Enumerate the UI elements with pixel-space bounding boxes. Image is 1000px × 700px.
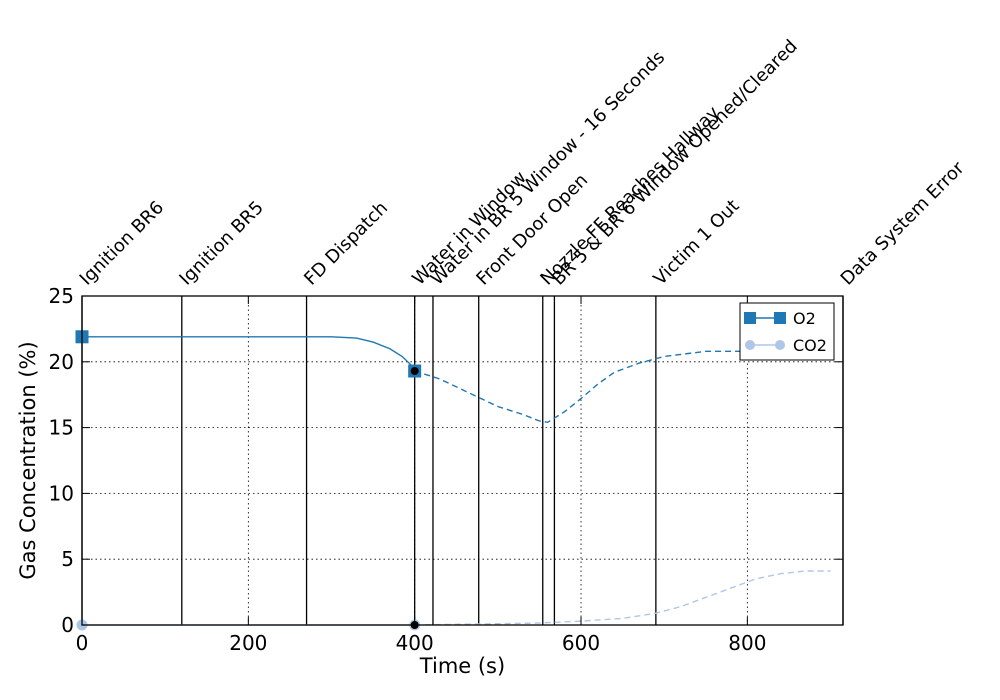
event-marker-dot bbox=[410, 367, 419, 376]
legend-marker-o2 bbox=[744, 312, 756, 324]
y-tick-label: 25 bbox=[49, 284, 74, 308]
event-label: Data System Error bbox=[837, 157, 969, 289]
series-line-co2-dashed bbox=[414, 570, 831, 626]
x-tick-label: 400 bbox=[396, 631, 434, 655]
plot-frame bbox=[81, 295, 844, 626]
event-label: Victim 1 Out bbox=[650, 196, 744, 290]
tick-layer: 0 200 400 600 800 0 5 10 15 20 25 bbox=[49, 284, 843, 655]
y-tick-label: 10 bbox=[49, 481, 74, 505]
x-tick-label: 0 bbox=[76, 631, 89, 655]
x-tick-label: 200 bbox=[229, 631, 267, 655]
y-tick-label: 20 bbox=[49, 350, 74, 374]
x-tick-label: 800 bbox=[728, 631, 766, 655]
event-label: FD Dispatch bbox=[300, 198, 392, 290]
y-axis-label: Gas Concentration (%) bbox=[16, 341, 40, 579]
event-label: Ignition BR6 bbox=[76, 197, 168, 289]
grid-layer bbox=[81, 295, 843, 626]
event-label: Water in Window bbox=[408, 167, 530, 289]
legend-marker-co2 bbox=[775, 340, 785, 350]
series-line-o2 bbox=[82, 336, 416, 372]
legend-label-co2: CO2 bbox=[793, 336, 827, 355]
x-axis-label: Time (s) bbox=[419, 654, 505, 678]
y-tick-label: 0 bbox=[61, 613, 74, 637]
legend-label-o2: O2 bbox=[793, 309, 816, 328]
legend-marker-co2 bbox=[745, 340, 755, 350]
event-label: Water in BR 5 Window - 16 Seconds bbox=[427, 47, 670, 290]
y-tick-label: 15 bbox=[49, 416, 74, 440]
event-labels: Ignition BR6 Ignition BR5 FD Dispatch Water… bbox=[76, 36, 969, 290]
series-line-o2-dashed bbox=[414, 350, 823, 424]
event-lines bbox=[81, 296, 844, 625]
x-tick-label: 600 bbox=[562, 631, 600, 655]
legend-marker-o2 bbox=[774, 312, 786, 324]
series-layer bbox=[75, 330, 831, 631]
event-label: Ignition BR5 bbox=[175, 197, 267, 289]
y-tick-label: 5 bbox=[61, 547, 74, 571]
